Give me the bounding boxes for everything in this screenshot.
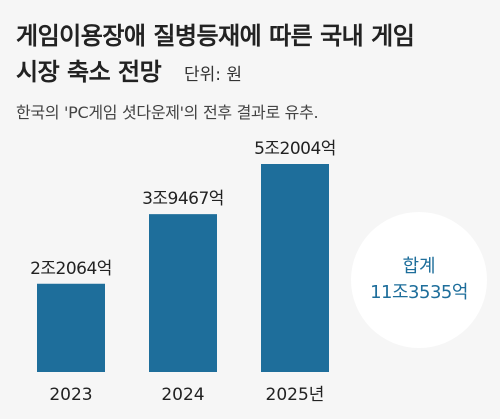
value-label-2024: 3조9467억 bbox=[142, 189, 224, 209]
category-label-2023: 2023 bbox=[49, 385, 92, 405]
total-value: 11조3535억 bbox=[370, 282, 468, 303]
value-label-2023: 2조2064억 bbox=[30, 259, 112, 279]
chart-subtitle: 한국의 'PC게임 셧다운제'의 전후 결과로 유추. bbox=[16, 103, 319, 122]
total-badge: 합계 11조3535억 bbox=[351, 212, 487, 348]
total-label: 합계 bbox=[402, 256, 436, 277]
bar-2025년 bbox=[261, 164, 329, 372]
chart-title-line2: 시장 축소 전망 bbox=[16, 58, 162, 86]
category-label-2024: 2024 bbox=[161, 385, 204, 405]
bar-2023 bbox=[37, 283, 105, 372]
unit-label: 단위: 원 bbox=[184, 65, 243, 85]
chart-title-line1: 게임이용장애 질병등재에 따른 국내 게임 bbox=[16, 22, 415, 50]
bar-2024 bbox=[149, 214, 217, 372]
value-label-2025년: 5조2004억 bbox=[254, 139, 336, 159]
category-label-2025년: 2025년 bbox=[266, 385, 325, 405]
